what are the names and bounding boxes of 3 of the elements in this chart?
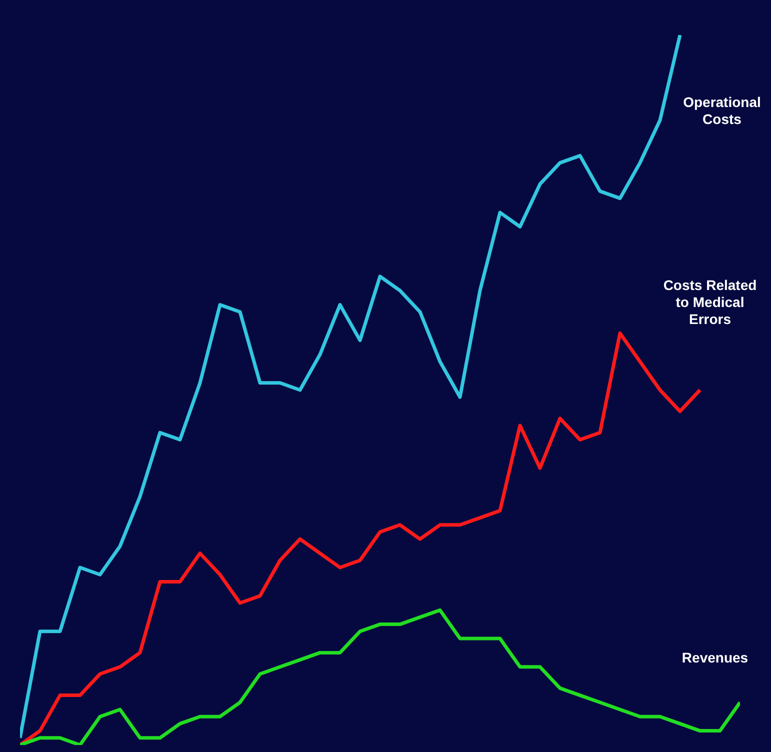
- text: Costs Related to Medical Errors: [663, 277, 757, 327]
- series-label: Operational Costs: [683, 94, 761, 127]
- text: Revenues: [682, 649, 748, 666]
